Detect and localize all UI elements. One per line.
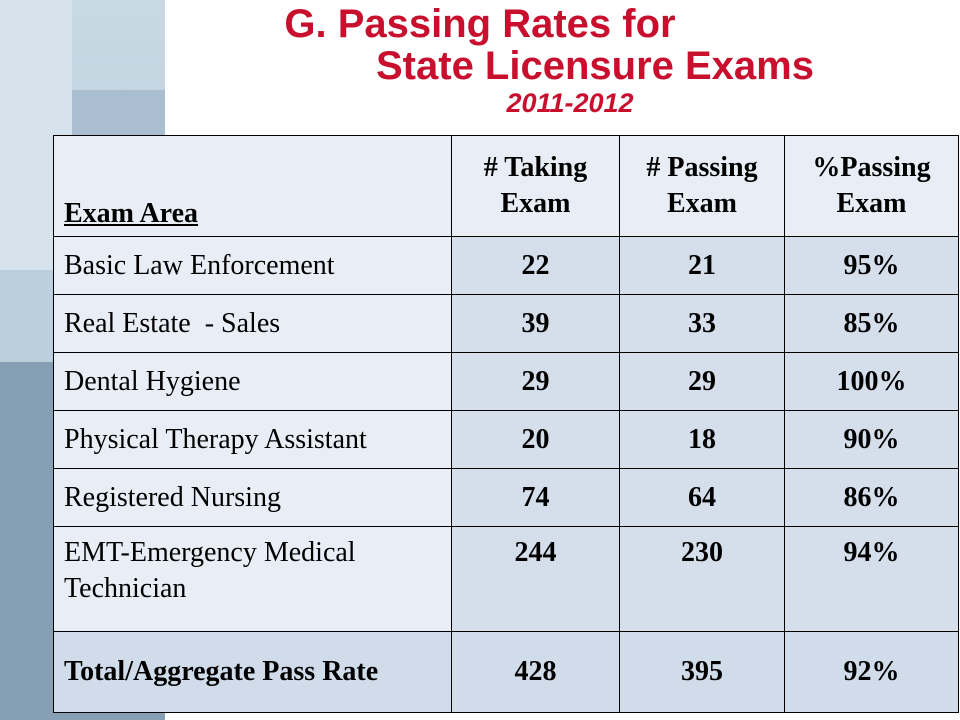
exam-area-cell: Basic Law Enforcement (53, 236, 452, 295)
table-row: Physical Therapy Assistant 20 18 90% (53, 410, 959, 469)
passing-cell: 21 (619, 236, 785, 295)
table-row: Dental Hygiene 29 29 100% (53, 352, 959, 411)
table-row: Real Estate - Sales 39 33 85% (53, 294, 959, 353)
exam-area-cell: Registered Nursing (53, 468, 452, 527)
exam-area-cell: Physical Therapy Assistant (53, 410, 452, 469)
slide-title: G. Passing Rates for State Licensure Exa… (170, 0, 960, 125)
percent-cell: 100% (784, 352, 959, 411)
header-exam-area-label: Exam Area (64, 198, 199, 229)
passing-cell: 64 (619, 468, 785, 527)
exam-area-line2: Technician (64, 573, 187, 604)
exam-area-line1: EMT-Emergency Medical (64, 537, 356, 568)
percent-cell: 85% (784, 294, 959, 353)
taking-cell: 20 (451, 410, 620, 469)
total-percent-cell: 92% (784, 631, 959, 713)
header-taking-line1: # Taking (483, 152, 588, 183)
header-passing-exam: # Passing Exam (619, 135, 785, 237)
table-row: Basic Law Enforcement 22 21 95% (53, 236, 959, 295)
passing-cell: 33 (619, 294, 785, 353)
exam-area-cell: Dental Hygiene (53, 352, 452, 411)
total-taking-cell: 428 (451, 631, 620, 713)
table-header-row: Exam Area # Taking Exam # Passing Exam %… (53, 135, 959, 237)
header-percent-line1: %Passing (812, 152, 931, 183)
percent-cell: 95% (784, 236, 959, 295)
percent-cell: 90% (784, 410, 959, 469)
taking-cell: 29 (451, 352, 620, 411)
percent-cell: 86% (784, 468, 959, 527)
header-percent-passing: %Passing Exam (784, 135, 959, 237)
title-line-2: State Licensure Exams (376, 44, 814, 88)
taking-cell: 74 (451, 468, 620, 527)
table-row: EMT-Emergency Medical Technician 244 230… (53, 526, 959, 632)
taking-cell: 244 (451, 526, 620, 632)
header-percent-line2: Exam (836, 188, 907, 219)
passing-rates-table: Exam Area # Taking Exam # Passing Exam %… (53, 135, 959, 713)
taking-cell: 39 (451, 294, 620, 353)
taking-cell: 22 (451, 236, 620, 295)
header-taking-line2: Exam (500, 188, 571, 219)
passing-cell: 29 (619, 352, 785, 411)
passing-cell: 230 (619, 526, 785, 632)
title-line-1: G. Passing Rates for (284, 2, 676, 46)
table-total-row: Total/Aggregate Pass Rate 428 395 92% (53, 631, 959, 713)
header-passing-line1: # Passing (646, 152, 758, 183)
percent-cell: 94% (784, 526, 959, 632)
passing-cell: 18 (619, 410, 785, 469)
total-label-cell: Total/Aggregate Pass Rate (53, 631, 452, 713)
header-passing-line2: Exam (667, 188, 737, 219)
header-exam-area: Exam Area (53, 135, 452, 237)
header-taking-exam: # Taking Exam (451, 135, 620, 237)
exam-area-cell: Real Estate - Sales (53, 294, 452, 353)
exam-area-cell: EMT-Emergency Medical Technician (53, 526, 452, 632)
title-year: 2011-2012 (506, 88, 634, 118)
total-passing-cell: 395 (619, 631, 785, 713)
table-row: Registered Nursing 74 64 86% (53, 468, 959, 527)
